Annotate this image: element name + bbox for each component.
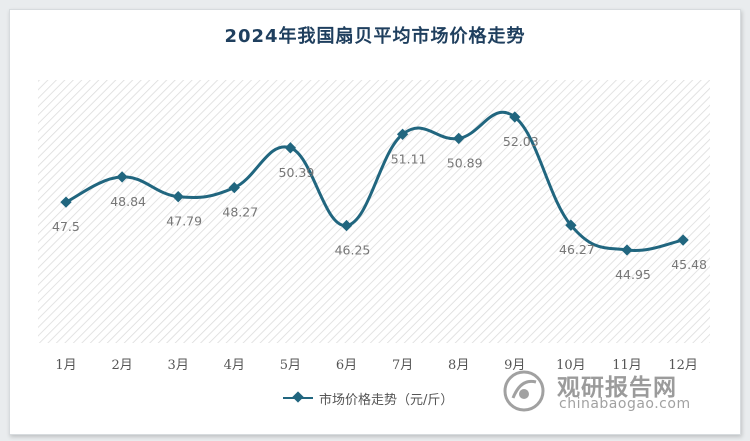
x-tick-label-8: 8月 — [448, 358, 469, 373]
data-point-7[interactable] — [396, 128, 409, 140]
data-label-10: 46.27 — [559, 242, 595, 257]
data-label-5: 50.39 — [279, 165, 315, 180]
data-point-11[interactable] — [621, 244, 633, 256]
plot-area — [38, 80, 710, 343]
data-point-4[interactable] — [228, 181, 240, 194]
x-tick-label-5: 5月 — [280, 358, 301, 373]
data-point-3[interactable] — [172, 191, 184, 203]
data-point-10[interactable] — [565, 219, 577, 231]
legend-label: 市场价格走势（元/斤） — [319, 392, 454, 408]
data-label-12: 45.48 — [671, 257, 707, 272]
x-tick-label-6: 6月 — [336, 358, 357, 373]
watermark: 观研报告网 chinabaogao.com — [503, 366, 723, 416]
data-label-6: 46.25 — [335, 243, 371, 258]
data-point-8[interactable] — [453, 132, 465, 145]
data-label-7: 51.11 — [391, 151, 427, 166]
x-tick-label-9: 9月 — [504, 358, 525, 373]
x-tick-label-4: 4月 — [224, 358, 245, 373]
chart-title: 2024年我国扇贝平均市场价格走势 — [224, 26, 526, 47]
data-point-12[interactable] — [677, 234, 689, 246]
x-tick-label-10: 10月 — [556, 358, 586, 373]
data-point-6[interactable] — [340, 219, 353, 232]
x-tick-label-12: 12月 — [668, 358, 698, 373]
data-label-11: 44.95 — [615, 267, 651, 282]
data-point-5[interactable] — [284, 142, 297, 154]
watermark-text-cn: 观研报告网 — [557, 375, 677, 401]
x-tick-label-7: 7月 — [392, 358, 413, 373]
data-label-2: 48.84 — [110, 194, 146, 209]
watermark-text-en: chinabaogao.com — [559, 396, 691, 412]
data-label-9: 52.03 — [503, 134, 539, 149]
data-label-8: 50.89 — [447, 155, 483, 170]
x-tick-label-2: 2月 — [111, 358, 132, 373]
legend-line-marker-icon — [283, 397, 313, 399]
brand-logo-icon — [503, 370, 545, 412]
x-tick-label-1: 1月 — [55, 358, 76, 373]
x-tick-label-3: 3月 — [168, 358, 189, 373]
data-label-3: 47.79 — [166, 214, 202, 229]
legend[interactable]: 市场价格走势（元/斤） — [283, 388, 453, 408]
data-label-4: 48.27 — [222, 205, 258, 220]
x-tick-label-11: 11月 — [612, 358, 642, 373]
data-label-1: 47.5 — [52, 219, 80, 234]
